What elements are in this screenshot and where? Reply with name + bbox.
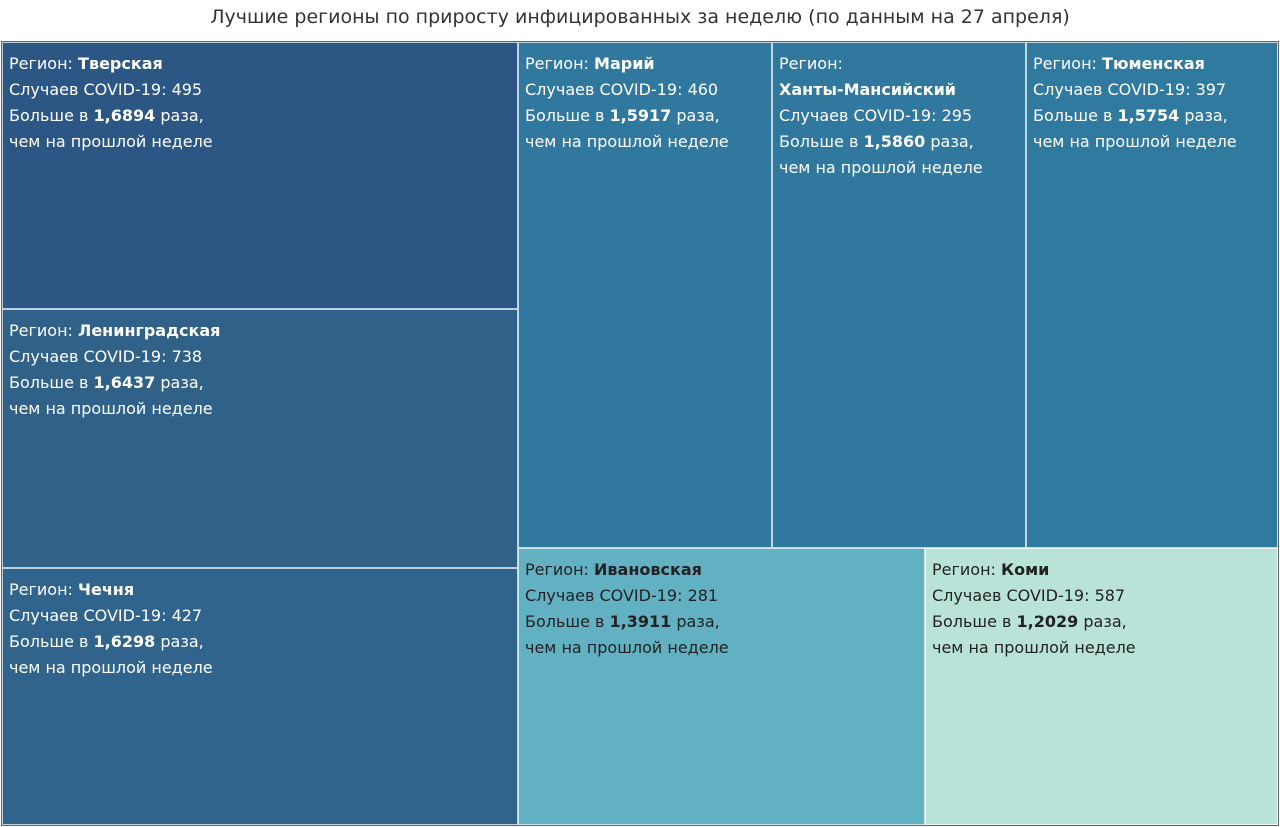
treemap-tile[interactable]: Регион: Коми Случаев COVID-19: 587 Больше … [925, 548, 1278, 825]
cases-line: Случаев COVID-19: 495 [9, 77, 511, 103]
ratio-value: 1,5754 [1117, 106, 1180, 125]
ratio-value: 1,3911 [609, 612, 672, 631]
cases-line: Случаев COVID-19: 587 [932, 583, 1271, 609]
ratio-value: 1,6894 [93, 106, 156, 125]
cases-line: Случаев COVID-19: 738 [9, 344, 511, 370]
ratio-line: Больше в 1,5860 раза, [779, 129, 1019, 155]
treemap-tile[interactable]: Регион: Марий Случаев COVID-19: 460 Больше… [518, 42, 772, 548]
ratio-line: Больше в 1,6298 раза, [9, 629, 511, 655]
ratio-prefix: Больше в [525, 612, 610, 631]
last-week-line: чем на прошлой неделе [525, 132, 729, 151]
cases-prefix: Случаев COVID-19: [525, 586, 688, 605]
ratio-prefix: Больше в [9, 373, 94, 392]
region-line: Регион: Тюменская [1033, 51, 1271, 77]
region-name: Тюменская [1102, 54, 1205, 73]
cases-prefix: Случаев COVID-19: [1033, 80, 1196, 99]
region-line: Регион: Тверская [9, 51, 511, 77]
cases-prefix: Случаев COVID-19: [9, 606, 172, 625]
cases-prefix: Случаев COVID-19: [9, 347, 172, 366]
cases-prefix: Случаев COVID-19: [525, 80, 688, 99]
ratio-suffix: раза, [671, 612, 720, 631]
cases-value: 397 [1195, 80, 1227, 99]
region-name: Ханты-Мансийский [779, 80, 957, 99]
cases-line: Случаев COVID-19: 295 [779, 103, 1019, 129]
ratio-prefix: Больше в [525, 106, 610, 125]
ratio-value: 1,2029 [1016, 612, 1079, 631]
treemap-tile[interactable]: Регион: Тверская Случаев COVID-19: 495 Бол… [2, 42, 518, 309]
region-name: Чечня [78, 580, 135, 599]
treemap-tile[interactable]: Регион: Ханты-Мансийский Случаев COVID-19… [772, 42, 1026, 548]
cases-value: 587 [1094, 586, 1126, 605]
cases-prefix: Случаев COVID-19: [9, 80, 172, 99]
cases-value: 460 [687, 80, 719, 99]
ratio-value: 1,6437 [93, 373, 156, 392]
treemap-tile[interactable]: Регион: Ивановская Случаев COVID-19: 281 Б… [518, 548, 925, 825]
ratio-suffix: раза, [1078, 612, 1127, 631]
cases-prefix: Случаев COVID-19: [932, 586, 1095, 605]
ratio-value: 1,5860 [863, 132, 926, 151]
ratio-suffix: раза, [155, 373, 204, 392]
last-week-line: чем на прошлой неделе [1033, 132, 1237, 151]
cases-value: 427 [171, 606, 203, 625]
last-week-line: чем на прошлой неделе [9, 132, 213, 151]
cases-line: Случаев COVID-19: 281 [525, 583, 918, 609]
ratio-suffix: раза, [155, 106, 204, 125]
last-week-line: чем на прошлой неделе [932, 638, 1136, 657]
region-name: Тверская [78, 54, 163, 73]
ratio-value: 1,5917 [609, 106, 672, 125]
treemap: Регион: Тверская Случаев COVID-19: 495 Бол… [1, 41, 1279, 826]
region-prefix: Регион: [779, 54, 843, 73]
region-prefix: Регион: [9, 580, 79, 599]
cases-prefix: Случаев COVID-19: [779, 106, 942, 125]
ratio-value: 1,6298 [93, 632, 156, 651]
ratio-prefix: Больше в [9, 106, 94, 125]
region-prefix: Регион: [9, 321, 79, 340]
treemap-tile[interactable]: Регион: Чечня Случаев COVID-19: 427 Больше… [2, 568, 518, 825]
cases-value: 738 [171, 347, 203, 366]
ratio-line: Больше в 1,5754 раза, [1033, 103, 1271, 129]
cases-line: Случаев COVID-19: 427 [9, 603, 511, 629]
region-prefix: Регион: [525, 560, 595, 579]
region-prefix: Регион: [932, 560, 1002, 579]
region-prefix: Регион: [9, 54, 79, 73]
ratio-line: Больше в 1,6437 раза, [9, 370, 511, 396]
region-name: Марий [594, 54, 655, 73]
region-line: Регион: Ивановская [525, 557, 918, 583]
last-week-line: чем на прошлой неделе [779, 158, 983, 177]
region-line: Регион: Коми [932, 557, 1271, 583]
region-prefix: Регион: [525, 54, 595, 73]
chart-title: Лучшие регионы по приросту инфицированны… [210, 6, 1070, 28]
ratio-line: Больше в 1,2029 раза, [932, 609, 1271, 635]
last-week-line: чем на прошлой неделе [9, 399, 213, 418]
ratio-prefix: Больше в [1033, 106, 1118, 125]
cases-value: 295 [941, 106, 973, 125]
region-line: Регион: Ленинградская [9, 318, 511, 344]
region-line: Регион: Ханты-Мансийский [779, 51, 1019, 103]
ratio-line: Больше в 1,6894 раза, [9, 103, 511, 129]
treemap-tile[interactable]: Регион: Ленинградская Случаев COVID-19: 7… [2, 309, 518, 568]
treemap-tile[interactable]: Регион: Тюменская Случаев COVID-19: 397 Бо… [1026, 42, 1278, 548]
ratio-prefix: Больше в [779, 132, 864, 151]
last-week-line: чем на прошлой неделе [9, 658, 213, 677]
ratio-suffix: раза, [1179, 106, 1228, 125]
region-name: Ленинградская [78, 321, 221, 340]
region-line: Регион: Марий [525, 51, 765, 77]
ratio-line: Больше в 1,3911 раза, [525, 609, 918, 635]
ratio-suffix: раза, [155, 632, 204, 651]
ratio-line: Больше в 1,5917 раза, [525, 103, 765, 129]
cases-line: Случаев COVID-19: 460 [525, 77, 765, 103]
cases-value: 281 [687, 586, 719, 605]
region-prefix: Регион: [1033, 54, 1103, 73]
cases-line: Случаев COVID-19: 397 [1033, 77, 1271, 103]
region-name: Коми [1001, 560, 1050, 579]
ratio-suffix: раза, [925, 132, 974, 151]
ratio-suffix: раза, [671, 106, 720, 125]
ratio-prefix: Больше в [9, 632, 94, 651]
ratio-prefix: Больше в [932, 612, 1017, 631]
region-name: Ивановская [594, 560, 702, 579]
last-week-line: чем на прошлой неделе [525, 638, 729, 657]
region-line: Регион: Чечня [9, 577, 511, 603]
cases-value: 495 [171, 80, 203, 99]
